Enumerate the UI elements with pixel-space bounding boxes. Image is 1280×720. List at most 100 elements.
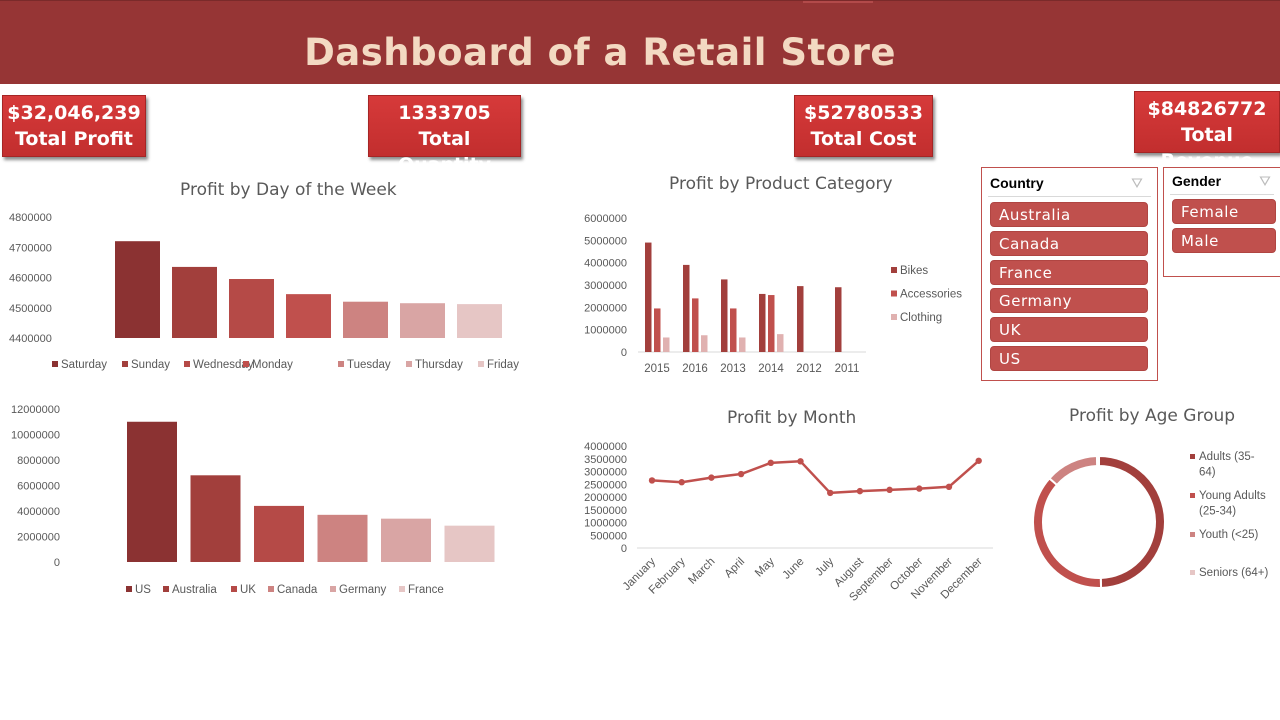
bar-france (444, 525, 495, 562)
legend-label: Tuesday (347, 359, 391, 371)
y-tick-label: 10000000 (11, 430, 60, 442)
point-june (797, 458, 804, 465)
legend-swatch (399, 586, 405, 592)
point-march (708, 474, 715, 481)
legend-label: Friday (487, 359, 519, 371)
y-tick-label: 500000 (590, 530, 627, 542)
bar-bikes-2015 (645, 242, 652, 352)
legend-swatch (126, 586, 132, 592)
legend-swatch (52, 361, 58, 367)
y-tick-label: 5000000 (584, 235, 627, 247)
legend-swatch (1190, 454, 1195, 459)
bar-saturday (115, 241, 160, 338)
legend-label: Clothing (900, 312, 942, 324)
slicer-item-france[interactable]: France (990, 260, 1148, 285)
legend-swatch (1190, 570, 1195, 575)
y-tick-label: 4000000 (584, 258, 627, 270)
legend-swatch (243, 361, 249, 367)
y-tick-label: 4700000 (9, 242, 52, 254)
kpi-total-revenue-label: Total Revenue (1160, 124, 1254, 172)
legend-swatch (163, 586, 169, 592)
legend-swatch (1190, 493, 1195, 498)
y-tick-label: 3500000 (584, 454, 627, 466)
legend-label: Sunday (131, 359, 170, 371)
legend-swatch (406, 361, 412, 367)
y-tick-label: 6000000 (17, 481, 60, 493)
y-tick-label: 2000000 (584, 492, 627, 504)
x-tick-label: 2016 (682, 363, 708, 375)
y-tick-label: 2000000 (584, 302, 627, 314)
slicer-item-germany[interactable]: Germany (990, 288, 1148, 313)
bar-accessories-2014 (768, 295, 775, 352)
y-tick-label: 4000000 (584, 441, 627, 453)
bar-germany (381, 518, 431, 562)
y-tick-label: 3000000 (584, 280, 627, 292)
legend-swatch (231, 586, 237, 592)
slicer-item-male[interactable]: Male (1172, 228, 1276, 253)
header-notch (803, 1, 873, 3)
kpi-total-revenue: $84826772 Total Revenue (1134, 91, 1280, 172)
gender-slicer: Gender ⛛︎ Female Male (1163, 167, 1280, 277)
slicer-item-canada[interactable]: Canada (990, 231, 1148, 256)
point-october (916, 485, 923, 492)
slicer-item-female[interactable]: Female (1172, 199, 1276, 224)
point-december (975, 457, 982, 464)
slicer-item-us[interactable]: US (990, 346, 1148, 371)
clear-filter-icon[interactable]: ⛛︎ (1259, 173, 1271, 189)
legend-label: France (408, 584, 444, 596)
kpi-total-cost: $52780533 Total Cost (794, 95, 933, 157)
category-chart-title: Profit by Product Category (669, 174, 893, 194)
country-slicer: Country ⛛︎ Australia Canada France Germa… (981, 167, 1158, 381)
slicer-item-uk[interactable]: UK (990, 317, 1148, 342)
point-january (648, 477, 656, 484)
legend-label: Monday (252, 359, 293, 371)
kpi-total-quantity-value: 1333705 (398, 102, 491, 124)
kpi-total-quantity-label: Total Quantity (397, 128, 492, 176)
y-tick-label: 4600000 (9, 273, 52, 285)
month-chart-title: Profit by Month (727, 408, 857, 428)
y-tick-label: 12000000 (11, 404, 60, 416)
y-tick-label: 0 (621, 543, 627, 555)
legend-label: (25-34) (1199, 506, 1236, 518)
y-tick-label: 3000000 (584, 467, 627, 479)
legend-swatch (891, 290, 897, 297)
legend-swatch (184, 361, 190, 367)
bar-bikes-2013 (721, 279, 728, 352)
kpi-total-revenue-value: $84826772 (1147, 98, 1267, 120)
point-april (737, 470, 745, 478)
bar-uk (254, 505, 304, 562)
y-tick-label: 4800000 (9, 212, 52, 224)
day-chart-title: Profit by Day of the Week (180, 180, 397, 200)
legend-swatch (338, 361, 344, 367)
point-august (856, 487, 864, 495)
slice-1 (1032, 476, 1103, 589)
bar-accessories-2016 (692, 298, 699, 352)
dashboard-header: Dashboard of a Retail Store (0, 0, 1280, 84)
legend-swatch (1190, 532, 1195, 537)
y-tick-label: 2000000 (17, 532, 60, 544)
legend-label: 64) (1199, 467, 1216, 479)
legend-label: Thursday (415, 359, 463, 371)
slicer-divider (988, 196, 1151, 197)
point-november (945, 483, 953, 490)
y-tick-label: 4500000 (9, 303, 52, 315)
y-tick-label: 8000000 (17, 455, 60, 467)
bar-monday (286, 294, 331, 338)
y-tick-label: 4400000 (9, 333, 52, 345)
legend-label: Adults (35- (1199, 451, 1255, 463)
legend-swatch (330, 586, 336, 592)
y-tick-label: 1000000 (584, 518, 627, 530)
bar-sunday (172, 266, 217, 338)
slicer-item-australia[interactable]: Australia (990, 202, 1148, 227)
bar-tuesday (343, 301, 388, 338)
slice-3 (1095, 454, 1100, 468)
bar-clothing-2014 (777, 334, 784, 352)
clear-filter-icon[interactable]: ⛛︎ (1131, 175, 1143, 191)
bar-clothing-2015 (663, 337, 670, 352)
legend-label: Saturday (61, 359, 107, 371)
x-tick-label: 2014 (758, 363, 784, 375)
legend-label: Youth (<25) (1199, 529, 1259, 541)
